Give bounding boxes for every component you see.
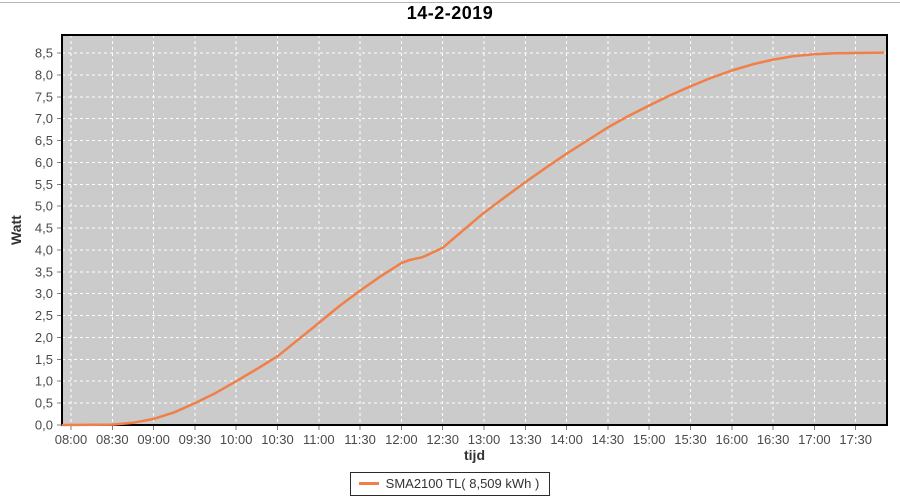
plot-background bbox=[62, 35, 887, 425]
x-tick-label: 09:30 bbox=[179, 432, 212, 447]
y-tick-label: 8,5 bbox=[35, 46, 53, 61]
y-tick-label: 7,5 bbox=[35, 89, 53, 104]
y-tick-label: 7,0 bbox=[35, 111, 53, 126]
x-tick-label: 08:00 bbox=[55, 432, 88, 447]
x-tick-label: 14:00 bbox=[550, 432, 583, 447]
x-tick-label: 17:00 bbox=[798, 432, 831, 447]
x-tick-label: 13:00 bbox=[468, 432, 501, 447]
y-tick-label: 6,5 bbox=[35, 133, 53, 148]
x-tick-label: 15:30 bbox=[674, 432, 707, 447]
series-line bbox=[61, 51, 885, 427]
y-tick-label: 4,0 bbox=[35, 242, 53, 257]
y-tick-label: 2,0 bbox=[35, 330, 53, 345]
x-tick-label: 17:30 bbox=[839, 432, 872, 447]
y-tick-label: 1,5 bbox=[35, 352, 53, 367]
y-tick-label: 6,0 bbox=[35, 155, 53, 170]
x-tick-label: 16:30 bbox=[757, 432, 790, 447]
x-tick-label: 11:00 bbox=[303, 432, 335, 447]
x-tick-label: 08:30 bbox=[96, 432, 129, 447]
x-axis-label: tijd bbox=[464, 447, 485, 463]
y-tick-label: 5,0 bbox=[35, 199, 53, 214]
x-tick-label: 12:00 bbox=[385, 432, 418, 447]
y-tick-label: 5,5 bbox=[35, 177, 53, 192]
y-tick-label: 1,0 bbox=[35, 374, 53, 389]
plot-border bbox=[61, 34, 888, 426]
y-tick-label: 3,0 bbox=[35, 286, 53, 301]
y-tick-label: 0,5 bbox=[35, 396, 53, 411]
legend-line-swatch-icon bbox=[358, 482, 379, 485]
legend-box: SMA2100 TL( 8,509 kWh ) bbox=[349, 472, 551, 496]
chart-title: 14-2-2019 bbox=[406, 3, 494, 23]
y-tick-label: 2,5 bbox=[35, 308, 53, 323]
legend-row: SMA2100 TL( 8,509 kWh ) bbox=[0, 472, 900, 496]
window-top-edge bbox=[0, 2, 900, 3]
y-tick-label: 3,5 bbox=[35, 264, 53, 279]
legend-label: SMA2100 TL( 8,509 kWh ) bbox=[385, 476, 540, 491]
y-tick-label: 0,0 bbox=[35, 418, 53, 433]
x-tick-label: 09:00 bbox=[137, 432, 170, 447]
x-tick-label: 14:30 bbox=[592, 432, 625, 447]
x-tick-label: 11:30 bbox=[344, 432, 376, 447]
x-tick-label: 16:00 bbox=[716, 432, 749, 447]
y-tick-label: 8,0 bbox=[35, 67, 53, 82]
x-tick-label: 12:30 bbox=[426, 432, 459, 447]
x-tick-label: 10:00 bbox=[220, 432, 253, 447]
x-tick-label: 13:30 bbox=[509, 432, 542, 447]
y-tick-label: 4,5 bbox=[35, 221, 53, 236]
x-tick-label: 15:00 bbox=[633, 432, 666, 447]
x-tick-label: 10:30 bbox=[261, 432, 294, 447]
